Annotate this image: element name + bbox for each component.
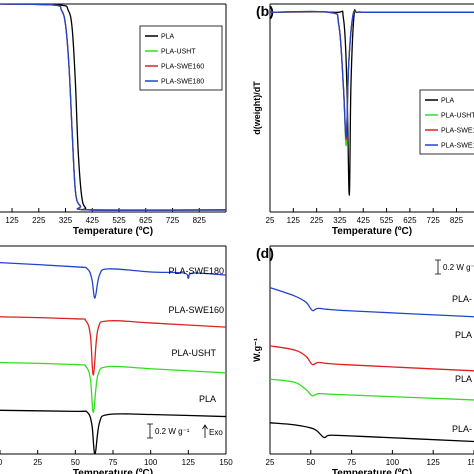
curve-label-d-2: PLA — [455, 374, 472, 384]
x-tick-label-a-0: 125 — [5, 216, 19, 225]
x-tick-label-d-0: 25 — [266, 458, 275, 467]
x-tick-label-b-1: 125 — [287, 216, 301, 225]
x-tick-label-c-5: 125 — [182, 458, 196, 467]
x-tick-label-a-4: 525 — [112, 216, 126, 225]
x-tick-label-b-0: 25 — [266, 216, 275, 225]
scale-label-c: 0.2 W g⁻¹ — [155, 427, 190, 436]
x-tick-label-c-2: 50 — [71, 458, 80, 467]
x-tick-label-b-6: 625 — [403, 216, 417, 225]
legend-label-a-1: PLA-USHT — [161, 49, 196, 56]
x-axis-label-a: Temperature (ºC) — [73, 226, 153, 237]
scale-bar-c — [147, 423, 153, 439]
x-tick-label-b-2: 225 — [310, 216, 324, 225]
x-tick-label-b-8: 825 — [450, 216, 464, 225]
exo-arrow-icon — [202, 424, 208, 438]
panel-label-b: (b) — [256, 3, 274, 19]
y-axis-label-d: W.g⁻¹ — [252, 338, 262, 362]
x-tick-label-c-1: 25 — [33, 458, 42, 467]
axis-frame-b — [269, 3, 474, 213]
series-line-b-pla-swe180 — [270, 10, 474, 138]
series-line-c-pla-swe180 — [0, 261, 226, 299]
y-axis-label-b: d(weight)/dT — [252, 81, 262, 135]
curve-label-d-0: PLA- — [452, 294, 472, 304]
x-tick-label-b-4: 425 — [357, 216, 371, 225]
axis-frame-d — [269, 245, 474, 455]
series-line-c-pla-swe160 — [0, 316, 226, 376]
x-tick-label-a-3: 425 — [86, 216, 100, 225]
scale-label-d: 0.2 W g⁻¹ — [443, 263, 474, 272]
legend-label-b-1: PLA-USHT — [441, 113, 474, 120]
series-line-d-pla — [270, 422, 474, 443]
series-line-d-pla-swe160 — [270, 345, 474, 372]
x-tick-label-a-7: 825 — [193, 216, 207, 225]
series-line-c-pla — [0, 409, 226, 454]
curve-label-d-1: PLA — [455, 330, 472, 340]
legend-label-b-2: PLA-SWE160 — [441, 128, 474, 135]
x-tick-label-c-3: 75 — [109, 458, 118, 467]
legend-label-b-3: PLA-SWE180 — [441, 143, 474, 150]
panel-label-d: (d) — [256, 245, 274, 261]
curve-label-c-3: PLA — [199, 394, 216, 404]
x-tick-label-c-6: 150 — [219, 458, 233, 467]
x-tick-label-c-4: 100 — [144, 458, 158, 467]
x-tick-label-d-2: 75 — [347, 458, 356, 467]
curve-label-c-1: PLA-SWE160 — [168, 305, 224, 315]
x-tick-label-a-5: 625 — [139, 216, 153, 225]
x-axis-label-b: Temperature (ºC) — [332, 226, 412, 237]
legend-label-a-0: PLA — [161, 34, 175, 41]
x-tick-label-a-2: 325 — [59, 216, 73, 225]
x-tick-label-a-1: 225 — [32, 216, 46, 225]
x-tick-label-b-3: 325 — [333, 216, 347, 225]
series-line-d-pla-swe180 — [270, 286, 474, 318]
legend-label-b-0: PLA — [441, 98, 455, 105]
x-tick-label-c-0: 0 — [0, 458, 3, 467]
x-tick-label-b-5: 525 — [380, 216, 394, 225]
series-line-d-pla-usht — [270, 378, 474, 401]
x-tick-label-a-6: 725 — [166, 216, 180, 225]
curve-label-d-3: PLA- — [452, 424, 472, 434]
scale-bar-d — [435, 259, 441, 275]
exo-label: Exo — [209, 428, 223, 437]
series-line-a-pla-swe180 — [0, 4, 226, 211]
series-line-c-pla-usht — [0, 361, 226, 414]
axis-frame-a — [0, 3, 227, 213]
x-tick-label-d-1: 50 — [306, 458, 315, 467]
x-axis-label-c: Temperature (ºC) — [73, 468, 153, 474]
legend-label-a-2: PLA-SWE160 — [161, 64, 204, 71]
x-tick-label-d-5: 150 — [467, 458, 474, 467]
legend-label-a-3: PLA-SWE180 — [161, 79, 204, 86]
curve-label-c-2: PLA-USHT — [171, 348, 216, 358]
x-tick-label-d-4: 125 — [427, 458, 441, 467]
x-tick-label-d-3: 100 — [386, 458, 400, 467]
x-tick-label-b-7: 725 — [427, 216, 441, 225]
x-axis-label-d: Temperature (ºC) — [332, 468, 412, 474]
curve-label-c-0: PLA-SWE180 — [168, 266, 224, 276]
